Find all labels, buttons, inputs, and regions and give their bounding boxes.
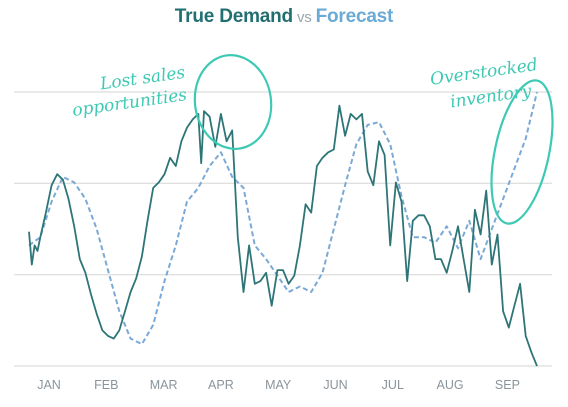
true-demand-series-line: [28, 104, 538, 367]
x-tick-label: SEP: [495, 378, 520, 392]
x-tick-label: JUL: [382, 378, 404, 392]
chart-title: True Demand vs Forecast: [0, 6, 568, 28]
demand-layer: [28, 104, 538, 367]
x-tick-label: MAY: [265, 378, 292, 392]
x-tick-label: APR: [208, 378, 234, 392]
forecast-layer: [28, 91, 538, 346]
annotation-overstocked-line2: inventory: [449, 81, 533, 112]
lost-sales-circle: [193, 54, 273, 150]
x-tick-label: FEB: [94, 378, 118, 392]
annotations: Lost sales opportunities Overstocked inv…: [71, 54, 554, 225]
x-tick-label: JAN: [37, 378, 61, 392]
title-true-demand: True Demand: [174, 6, 293, 27]
x-tick-label: MAR: [150, 378, 178, 392]
title-forecast: Forecast: [315, 6, 394, 27]
x-tick-label: JUN: [323, 378, 347, 392]
overstocked-circle: [490, 79, 554, 225]
title-vs: vs: [296, 9, 312, 26]
x-tick-label: AUG: [437, 378, 464, 392]
forecast-series-line: [28, 91, 538, 346]
x-axis-ticks: JAN FEB MAR APR MAY JUN JUL AUG SEP: [37, 378, 520, 392]
grid-lines: [14, 91, 552, 367]
